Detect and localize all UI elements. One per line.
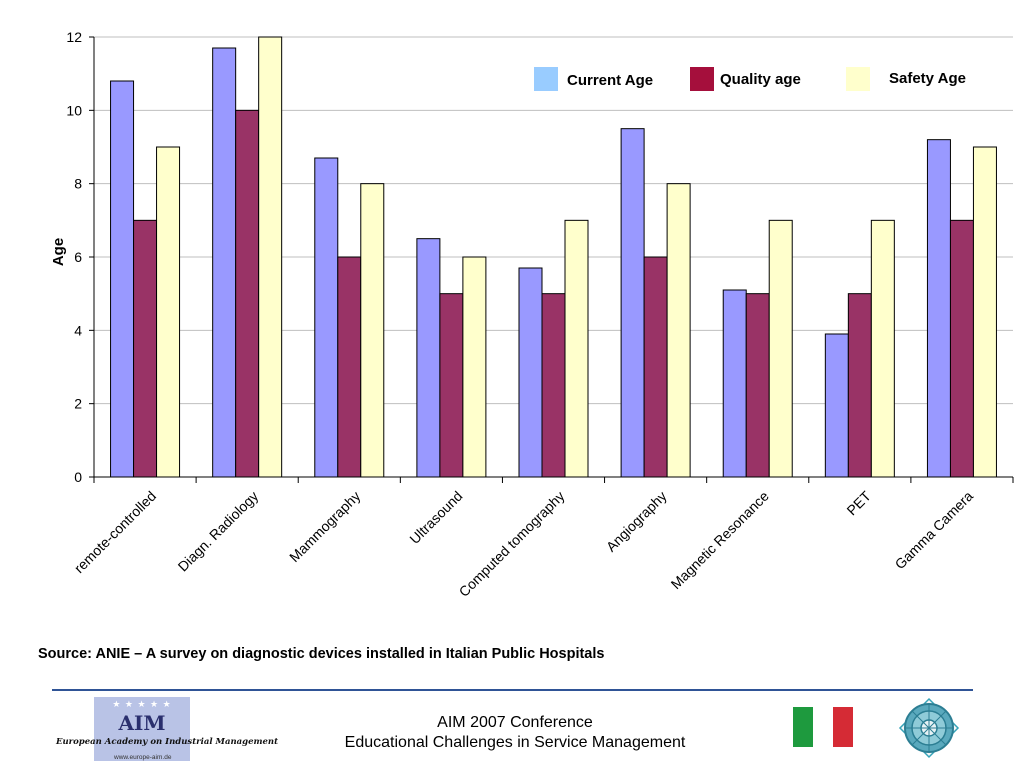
aim-logo-subtitle: European Academy on Industrial Managemen… [56, 737, 278, 747]
source-note: Source: ANIE – A survey on diagnostic de… [38, 646, 605, 662]
x-tick-label: Magnetic Resonance [668, 488, 772, 592]
bar-current-age [416, 238, 441, 478]
bar-safety-age [360, 183, 385, 478]
legend-label-quality-age: Quality age [720, 71, 801, 88]
bar-safety-age [462, 256, 487, 478]
footer-title: AIM 2007 Conference Educational Challeng… [300, 713, 730, 753]
bar-current-age [110, 80, 135, 478]
italian-flag-icon [793, 707, 853, 747]
gear-globe-emblem-icon [898, 697, 960, 759]
footer-line-2: Educational Challenges in Service Manage… [344, 734, 686, 751]
x-tick-label: remote-controlled [71, 488, 159, 576]
legend-label-current-age: Current Age [567, 72, 654, 89]
bar-quality-age [235, 109, 260, 478]
bar-current-age [212, 47, 237, 478]
bar-safety-age [258, 36, 283, 478]
y-tick-label: 4 [74, 322, 82, 338]
bar-quality-age [745, 293, 770, 478]
bar-current-age [722, 289, 747, 478]
bar-quality-age [949, 219, 974, 478]
aim-logo-url: www.europe-aim.de [114, 754, 172, 761]
footer-line-1: AIM 2007 Conference [437, 714, 593, 731]
y-tick-label: 10 [66, 102, 82, 118]
bar-current-age [620, 128, 645, 478]
x-tick-label: Angiography [603, 488, 670, 555]
y-tick-label: 12 [66, 29, 82, 45]
y-tick-label: 8 [74, 176, 82, 192]
legend-swatch-safety-age [846, 67, 870, 91]
bar-current-age [314, 157, 339, 478]
bar-safety-age [156, 146, 181, 478]
legend-label-safety-age: Safety Age [889, 70, 966, 87]
bar-safety-age [972, 146, 997, 478]
bar-quality-age [337, 256, 362, 478]
bar-current-age [518, 267, 543, 478]
footer-divider [52, 689, 973, 691]
aim-logo-text: AIM [118, 711, 166, 735]
bar-current-age [824, 333, 849, 478]
bar-quality-age [847, 293, 872, 478]
bar-chart: 0 2 4 6 8 10 12 Age remote-controlled Diagn. Radi… [50, 29, 1014, 600]
bar-safety-age [666, 183, 691, 478]
x-tick-label: PET [843, 487, 874, 518]
bar-quality-age [643, 256, 668, 478]
bar-safety-age [564, 219, 589, 478]
x-tick-label: Mammography [286, 488, 363, 565]
x-tick-label: Computed tomography [456, 488, 568, 600]
y-axis-title: Age [50, 238, 67, 266]
x-tick-label: Ultrasound [406, 488, 465, 547]
y-tick-label: 0 [74, 469, 82, 485]
bar-safety-age [768, 219, 793, 478]
y-tick-label: 2 [74, 396, 82, 412]
bar-quality-age [439, 293, 464, 478]
bar-current-age [926, 139, 951, 478]
eu-stars-icon: ★ ★ ★ ★ ★ [112, 699, 172, 709]
x-tick-label: Diagn. Radiology [175, 488, 262, 575]
y-tick-label: 6 [74, 249, 82, 265]
aim-logo: ★ ★ ★ ★ ★ AIM [94, 697, 190, 761]
bar-quality-age [133, 219, 158, 478]
legend-swatch-quality-age [690, 67, 714, 91]
x-tick-label: Gamma Camera [892, 488, 977, 573]
legend-swatch-current-age [534, 67, 558, 91]
bar-safety-age [870, 219, 895, 478]
bar-quality-age [541, 293, 566, 478]
